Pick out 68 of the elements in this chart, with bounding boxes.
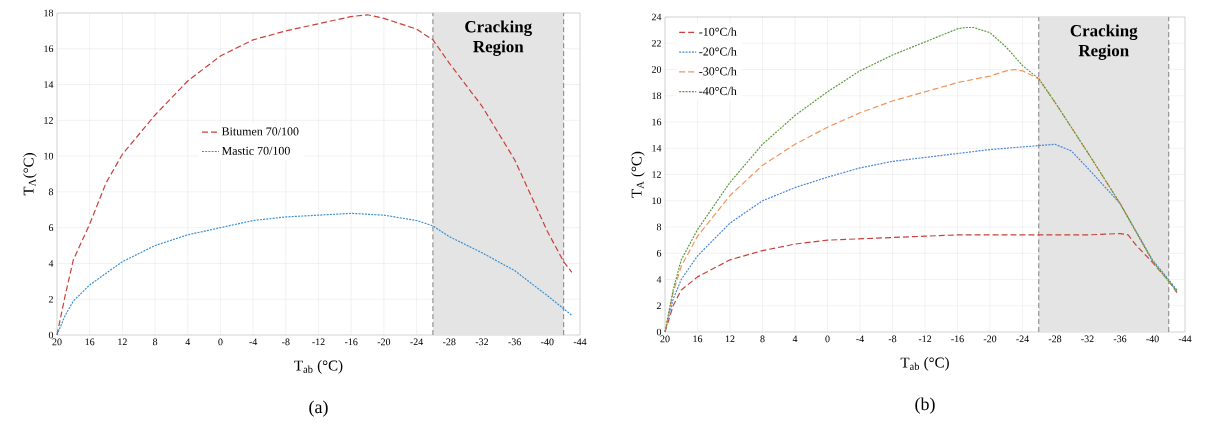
- x-tick-label: -28: [1048, 335, 1062, 343]
- x-tick-label: -24: [410, 338, 424, 346]
- x-tick-label: 12: [118, 338, 127, 346]
- y-tick-label: 18: [652, 92, 662, 100]
- x-tick-label: 4: [792, 335, 798, 343]
- x-tick-label: -40: [541, 338, 554, 346]
- text: (a): [309, 400, 328, 417]
- x-tick-label: -12: [918, 335, 932, 343]
- x-tick-label: -20: [377, 338, 391, 346]
- y-tick-label: 24: [651, 13, 662, 21]
- legend-label: -30°C/h: [699, 66, 737, 76]
- x-tick-label: -16: [951, 335, 964, 343]
- y-tick-label: 8: [48, 188, 54, 196]
- y-tick-label: 6: [48, 224, 54, 232]
- x-tick-label: -24: [1016, 335, 1029, 343]
- x-tick-label: -32: [1081, 335, 1094, 343]
- y-tick-label: 20: [651, 66, 662, 73]
- y-tick-label: 10: [652, 197, 662, 205]
- x-tick-label: -40: [1146, 335, 1159, 343]
- x-tick-label: -12: [312, 338, 325, 346]
- x-tick-label: 12: [725, 335, 735, 343]
- y-axis-title: T$_{Λ}$(°C): [23, 153, 37, 196]
- y-tick-label: 0: [656, 328, 662, 336]
- x-tick-label: -28: [442, 338, 456, 346]
- x-tick-label: 16: [693, 335, 703, 343]
- x-tick-label: 0: [825, 335, 830, 343]
- y-tick-label: 12: [44, 117, 53, 124]
- x-tick-label: -4: [856, 335, 864, 343]
- x-tick-label: -20: [983, 335, 997, 343]
- x-tick-label: -4: [249, 338, 258, 346]
- x-axis-title: T$_{ab}$ (°C): [900, 357, 949, 371]
- band-label: Cracking Region: [1070, 24, 1138, 60]
- legend-label: -10°C/h: [699, 27, 737, 36]
- y-tick-label: 16: [44, 45, 54, 53]
- y-tick-label: 4: [48, 260, 54, 267]
- y-axis-title: T$_{A}$ (°C): [631, 151, 645, 198]
- y-tick-label: 10: [44, 152, 54, 160]
- y-tick-label: 2: [48, 295, 53, 303]
- y-tick-label: 22: [651, 39, 661, 47]
- legend-label: -40°C/h: [699, 86, 737, 96]
- y-tick-label: 8: [656, 223, 662, 231]
- x-tick-label: -32: [475, 338, 489, 346]
- y-tick-label: 6: [656, 249, 662, 257]
- x-tick-label: 0: [218, 338, 223, 346]
- legend-label: -20°C/h: [699, 47, 737, 56]
- band-label: Cracking Region: [465, 20, 532, 56]
- legend-label: Bitumen 70/100: [221, 127, 299, 136]
- text: (b): [915, 397, 935, 414]
- x-axis-title: T$_{ab}$ (°C): [294, 360, 343, 374]
- x-tick-label: -16: [344, 338, 358, 346]
- x-tick-label: -8: [888, 335, 897, 343]
- x-tick-label: -44: [573, 338, 587, 346]
- x-tick-label: -8: [282, 338, 290, 346]
- y-tick-label: 14: [44, 81, 54, 88]
- y-tick-label: 4: [656, 276, 662, 283]
- x-tick-label: 8: [760, 335, 765, 343]
- x-tick-label: 4: [185, 338, 191, 346]
- x-tick-label: 8: [152, 338, 158, 346]
- y-tick-label: 16: [652, 118, 662, 126]
- y-tick-label: 14: [652, 144, 662, 152]
- x-tick-label: 16: [85, 338, 95, 346]
- x-tick-label: -36: [508, 338, 521, 346]
- y-tick-label: 2: [656, 302, 661, 310]
- y-tick-label: 12: [652, 171, 661, 178]
- legend-label: Mastic 70/100: [221, 146, 290, 155]
- y-tick-label: 18: [44, 9, 54, 17]
- x-tick-label: -44: [1178, 335, 1192, 343]
- x-tick-label: -36: [1113, 335, 1127, 343]
